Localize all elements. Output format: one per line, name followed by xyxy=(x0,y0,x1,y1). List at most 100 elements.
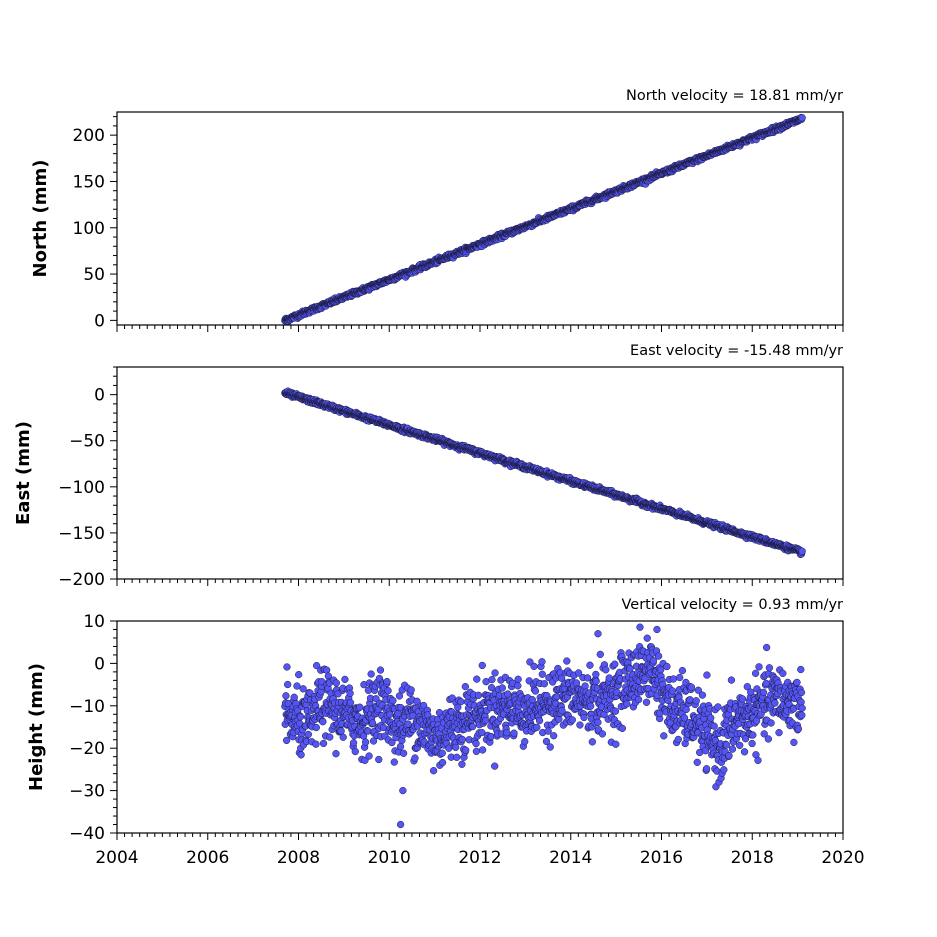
data-point xyxy=(429,767,438,775)
data-point xyxy=(351,747,359,756)
data-point xyxy=(580,713,588,722)
data-point xyxy=(375,755,383,764)
data-point xyxy=(312,740,320,748)
data-point xyxy=(411,754,419,762)
height-velocity-label: Vertical velocity = 0.93 mm/yr xyxy=(622,597,844,613)
data-point xyxy=(698,691,707,699)
y-tick-label: −150 xyxy=(58,524,105,544)
data-point xyxy=(491,762,499,770)
data-point xyxy=(332,679,340,687)
data-point xyxy=(399,786,407,795)
y-tick-label: −10 xyxy=(69,697,105,717)
data-point xyxy=(657,666,665,674)
data-point xyxy=(793,678,801,687)
data-point xyxy=(389,696,397,705)
y-tick-label: 100 xyxy=(73,219,105,239)
data-point xyxy=(692,697,700,705)
data-point xyxy=(596,650,604,659)
data-point xyxy=(754,756,762,765)
data-point xyxy=(474,691,483,699)
y-tick-label: 0 xyxy=(94,386,105,406)
x-tick-label: 2004 xyxy=(95,848,138,868)
data-point xyxy=(293,682,301,690)
data-point xyxy=(592,670,600,679)
data-point xyxy=(676,673,684,682)
data-point xyxy=(728,745,737,753)
data-point xyxy=(678,666,687,675)
data-point xyxy=(461,682,470,691)
data-point xyxy=(478,661,486,670)
data-point xyxy=(491,669,499,677)
x-tick-label: 2020 xyxy=(821,848,864,868)
data-point xyxy=(702,765,711,773)
data-point xyxy=(319,739,328,748)
y-tick-label: 200 xyxy=(73,126,105,146)
north-data-points xyxy=(281,113,806,325)
data-point xyxy=(530,662,538,671)
data-point xyxy=(588,738,597,746)
data-point xyxy=(790,738,798,747)
data-point xyxy=(282,736,291,745)
data-point xyxy=(568,716,576,724)
x-tick-label: 2012 xyxy=(458,848,501,868)
data-point xyxy=(563,657,571,665)
data-point xyxy=(592,677,600,685)
height-y-axis-label: Height (mm) xyxy=(26,663,47,791)
data-point xyxy=(290,693,298,701)
data-point xyxy=(749,731,757,739)
data-point xyxy=(740,748,749,756)
data-point xyxy=(546,743,554,751)
y-tick-label: −30 xyxy=(69,782,105,802)
data-point xyxy=(538,658,546,666)
data-point xyxy=(707,714,715,722)
data-point xyxy=(687,683,696,691)
data-point xyxy=(531,687,540,695)
data-point xyxy=(356,703,364,711)
data-point xyxy=(794,725,803,733)
data-point xyxy=(407,686,415,694)
data-point xyxy=(738,695,747,703)
data-point xyxy=(514,675,522,683)
data-point xyxy=(710,722,718,730)
data-point xyxy=(341,675,349,684)
y-tick-label: 10 xyxy=(83,612,105,632)
x-tick-label: 2014 xyxy=(549,848,592,868)
data-point xyxy=(458,760,466,768)
data-point xyxy=(725,751,733,760)
data-point xyxy=(751,669,760,677)
data-point xyxy=(390,758,398,766)
north-velocity-label: North velocity = 18.81 mm/yr xyxy=(626,88,843,104)
data-point xyxy=(611,707,620,715)
data-point xyxy=(759,688,768,697)
data-point xyxy=(297,751,305,759)
x-tick-label: 2010 xyxy=(368,848,411,868)
east-plot-frame xyxy=(116,366,844,580)
data-point xyxy=(540,680,549,688)
data-point xyxy=(462,746,470,754)
data-point xyxy=(798,547,806,555)
data-point xyxy=(468,722,477,731)
data-point xyxy=(720,766,728,774)
data-point xyxy=(722,741,731,749)
data-point xyxy=(482,716,490,725)
data-point xyxy=(636,623,644,631)
data-point xyxy=(682,705,690,714)
data-point xyxy=(779,669,787,678)
data-point xyxy=(668,687,677,695)
data-point xyxy=(576,721,584,729)
data-point xyxy=(654,652,663,660)
east-y-axis-label: East (mm) xyxy=(13,421,34,525)
y-tick-label: 50 xyxy=(83,265,105,285)
data-point xyxy=(586,702,595,710)
data-point xyxy=(581,682,589,690)
data-point xyxy=(797,698,805,706)
height-data-points xyxy=(281,623,806,829)
data-point xyxy=(797,688,806,697)
data-point xyxy=(488,675,496,684)
data-point xyxy=(771,699,779,707)
data-point xyxy=(472,739,480,748)
data-point xyxy=(623,700,631,708)
data-point xyxy=(611,660,619,668)
